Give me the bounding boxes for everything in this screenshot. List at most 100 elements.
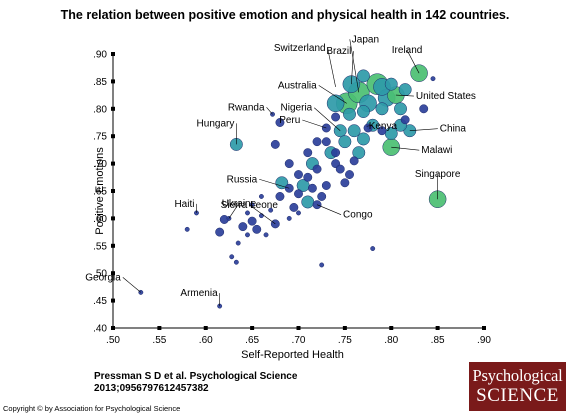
x-tick-label: .80 xyxy=(384,335,398,346)
country-point xyxy=(326,94,345,113)
x-tick-label: .90 xyxy=(477,335,491,346)
y-tick-mark xyxy=(111,189,115,193)
label-leader-line xyxy=(366,124,373,127)
x-tick-mark xyxy=(389,326,394,330)
x-tick-mark xyxy=(203,326,208,330)
x-tick-mark xyxy=(342,326,347,330)
country-label: Peru xyxy=(279,115,300,126)
x-tick-mark xyxy=(296,326,301,330)
country-point xyxy=(312,137,322,147)
country-point xyxy=(331,112,341,122)
x-tick-label: .70 xyxy=(292,335,306,346)
country-point xyxy=(303,148,313,158)
country-point xyxy=(377,126,387,136)
country-point xyxy=(275,118,285,127)
country-point xyxy=(289,202,299,212)
country-point xyxy=(400,115,410,125)
country-label: China xyxy=(440,124,467,135)
country-label: Japan xyxy=(352,34,379,45)
country-label: Congo xyxy=(343,210,373,221)
country-point xyxy=(275,176,289,190)
label-leader-line xyxy=(395,94,414,97)
country-point xyxy=(345,170,354,180)
label-leader-line xyxy=(259,178,290,189)
x-tick-label: .75 xyxy=(338,335,352,346)
country-point xyxy=(275,192,285,201)
country-label: Rwanda xyxy=(228,102,265,113)
label-leader-line xyxy=(327,47,336,87)
country-point xyxy=(317,192,327,201)
y-tick-mark xyxy=(111,106,115,111)
country-point xyxy=(370,246,376,251)
y-tick-label: .75 xyxy=(93,132,107,143)
country-point xyxy=(356,105,370,118)
y-tick-mark xyxy=(111,243,115,248)
country-point xyxy=(294,189,303,199)
y-tick-label: .45 xyxy=(93,296,107,307)
psychological-science-logo: Psychological SCIENCE xyxy=(469,362,566,411)
y-tick-label: .90 xyxy=(93,50,107,61)
x-tick-label: .65 xyxy=(245,335,259,346)
country-point xyxy=(430,76,436,82)
x-axis-label: Self-Reported Health xyxy=(241,349,344,361)
country-point xyxy=(375,102,389,116)
country-label: Hungary xyxy=(197,118,235,129)
label-leader-line xyxy=(318,85,347,104)
country-point xyxy=(258,213,264,219)
label-leader-line xyxy=(122,277,142,293)
label-leader-line xyxy=(406,50,420,74)
x-tick-label: .50 xyxy=(106,335,120,346)
y-tick-mark xyxy=(111,79,115,84)
label-leader-line xyxy=(228,203,240,219)
country-point xyxy=(184,226,190,232)
country-label: Switzerland xyxy=(274,43,326,54)
country-point xyxy=(235,240,241,246)
country-point xyxy=(294,170,303,180)
country-label: Ireland xyxy=(392,45,423,56)
country-point xyxy=(321,181,331,190)
country-label: Russia xyxy=(227,174,258,185)
label-leader-line xyxy=(351,51,354,85)
country-point xyxy=(419,104,429,114)
country-label: Malawi xyxy=(421,145,452,156)
country-point xyxy=(245,232,250,238)
country-point xyxy=(347,124,361,138)
y-tick-label: .70 xyxy=(93,159,107,170)
country-point xyxy=(303,172,313,182)
country-point xyxy=(263,232,269,238)
label-leader-line xyxy=(391,146,420,151)
country-label: Ukraine xyxy=(222,198,257,209)
y-tick-mark xyxy=(111,52,115,56)
y-tick-label: .65 xyxy=(93,187,107,198)
label-leader-line xyxy=(249,204,276,225)
country-point xyxy=(247,216,257,226)
country-point xyxy=(284,159,294,169)
y-tick-label: .85 xyxy=(93,77,107,88)
country-label: Georgia xyxy=(85,272,121,283)
country-point xyxy=(258,194,264,199)
y-tick-label: .55 xyxy=(93,241,107,252)
country-label: Kenya xyxy=(369,121,398,132)
citation-line-1: Pressman S D et al. Psychological Scienc… xyxy=(94,371,298,382)
country-point xyxy=(321,137,331,147)
country-point xyxy=(245,210,250,216)
citation-line-2: 2013;0956797612457382 xyxy=(94,383,209,394)
country-point xyxy=(233,259,239,265)
x-tick-label: .85 xyxy=(431,335,445,346)
label-leader-line xyxy=(349,39,360,93)
country-point xyxy=(312,164,322,174)
country-point xyxy=(286,215,292,221)
label-leader-line xyxy=(409,128,438,132)
label-leader-line xyxy=(314,107,341,131)
y-tick-mark xyxy=(111,216,115,221)
country-point xyxy=(301,195,315,209)
country-point xyxy=(268,207,274,213)
country-point xyxy=(349,156,359,166)
country-point xyxy=(331,148,341,158)
country-label: United States xyxy=(416,91,476,102)
country-label: Singapore xyxy=(415,169,461,180)
country-point xyxy=(356,69,370,83)
country-point xyxy=(356,132,370,146)
y-tick-mark xyxy=(111,161,115,166)
